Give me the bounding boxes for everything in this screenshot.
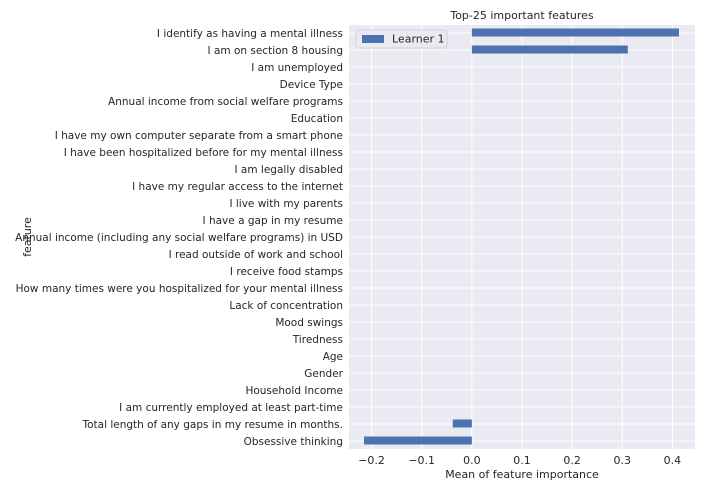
x-tick-label: 0.3 [614,454,632,467]
y-tick-label: I live with my parents [229,198,343,210]
x-tick-label: 0.0 [463,454,481,467]
bar [471,28,679,37]
y-tick-label: I am currently employed at least part-ti… [119,402,343,414]
chart-title: Top-25 important features [449,9,594,22]
bars [364,28,679,445]
y-tick-label: I have a gap in my resume [203,215,343,227]
y-tick-label: I have been hospitalized before for my m… [64,147,343,159]
legend-swatch [362,35,384,43]
x-tick-label: 0.1 [513,454,531,467]
x-tick-label: 0.2 [563,454,581,467]
bar [364,436,472,445]
y-tick-label: Education [291,113,343,125]
x-tick-labels: −0.2 −0.1 0.0 0.1 0.2 0.3 0.4 [358,454,681,467]
y-tick-label: Household Income [245,385,343,397]
y-tick-label: Device Type [280,79,343,91]
y-tick-label: How many times were you hospitalized for… [16,283,343,295]
y-tick-label: Tiredness [292,334,343,346]
x-tick-label: −0.1 [408,454,435,467]
y-tick-label: I am on section 8 housing [208,45,343,57]
bar [452,419,472,428]
bar [471,45,628,54]
y-tick-label: Annual income (including any social welf… [15,232,343,244]
legend-box [355,29,448,49]
y-tick-label: I am legally disabled [235,164,344,176]
y-tick-label: I am unemployed [251,62,343,74]
y-tick-labels: I identify as having a mental illness I a… [15,28,344,448]
y-tick-label: I have my own computer separate from a s… [55,130,343,142]
y-tick-label: Lack of concentration [229,300,343,312]
y-tick-label: Gender [304,368,343,380]
legend-label: Learner 1 [392,33,445,46]
y-tick-label: Obsessive thinking [244,436,343,448]
x-tick-label: 0.4 [664,454,682,467]
y-tick-label: Mood swings [275,317,343,329]
y-tick-label: I have my regular access to the internet [132,181,343,193]
y-tick-label: I read outside of work and school [169,249,343,261]
grid-lines [349,25,695,449]
x-tick-label: −0.2 [358,454,385,467]
y-tick-label: Age [323,351,343,363]
legend: Learner 1 [355,29,448,49]
y-tick-label: Annual income from social welfare progra… [108,96,343,108]
y-tick-label: I receive food stamps [230,266,343,278]
x-axis-label: Mean of feature importance [445,468,599,481]
y-tick-label: I identify as having a mental illness [157,28,343,40]
y-tick-label: Total length of any gaps in my resume in… [81,419,343,431]
y-axis-label: feature [21,217,34,257]
